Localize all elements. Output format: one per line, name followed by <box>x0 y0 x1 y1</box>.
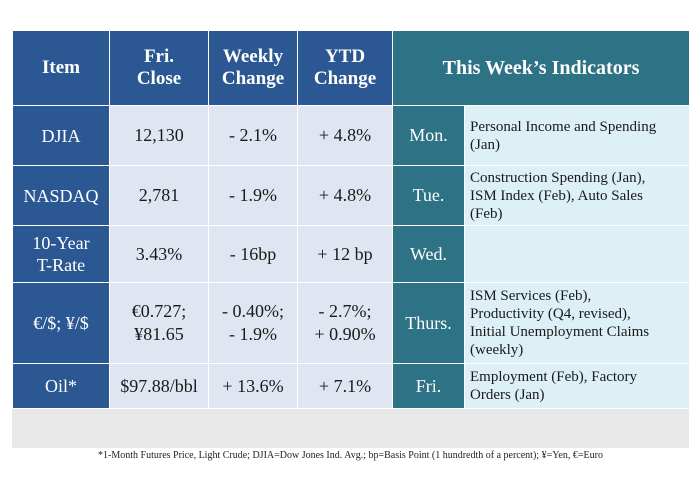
fri-close-cell: 3.43% <box>109 225 209 283</box>
fri-close-cell: €0.727; ¥81.65 <box>109 282 209 364</box>
ytd-change-cell: + 4.8% <box>297 165 393 226</box>
market-table: Item Fri. Close Weekly Change YTD Change Th… <box>12 30 691 409</box>
indicator-line: (weekly) <box>470 342 524 358</box>
indicator-line: (Feb) <box>470 205 503 222</box>
ytd-change-cell: + 12 bp <box>297 225 393 283</box>
header-weekly-change: Weekly Change <box>208 30 298 106</box>
item-cell-text: 10-Year <box>32 233 90 253</box>
item-cell: Oil* <box>12 363 110 409</box>
day-cell: Tue. <box>392 165 465 226</box>
indicators-cell: Employment (Feb), Factory Orders (Jan) <box>463 363 691 409</box>
weekly-change-cell-text: - 1.9% <box>229 185 277 205</box>
footnote: *1-Month Futures Price, Light Crude; DJI… <box>98 450 603 461</box>
market-summary-panel: Item Fri. Close Weekly Change YTD Change Th… <box>12 30 691 461</box>
fri-close-cell-text: 12,130 <box>134 125 184 145</box>
item-cell: €/$; ¥/$ <box>12 282 110 364</box>
indicators-cell <box>463 225 691 283</box>
weekly-change-cell-text: + 13.6% <box>222 375 284 396</box>
item-cell-text: T-Rate <box>36 255 86 275</box>
indicator-line: (Jan) <box>470 136 500 153</box>
day-cell: Wed. <box>392 225 465 283</box>
item-cell: NASDAQ <box>12 165 110 226</box>
indicator-line: Personal Income and Spending <box>470 118 657 135</box>
item-cell-text: NASDAQ <box>23 185 99 206</box>
table-row: Oil* $97.88/bbl + 13.6% + 7.1% Fri. Employmen… <box>12 363 691 409</box>
weekly-change-cell: - 16bp <box>208 225 298 283</box>
indicator-line: Productivity (Q4, revised), <box>470 306 631 322</box>
ytd-change-cell-text: + 4.8% <box>318 185 372 205</box>
ytd-change-cell-text: - 2.7%; <box>318 301 372 321</box>
table-row: DJIA 12,130- 2.1% + 4.8% Mon. Personal Incom… <box>12 105 691 166</box>
day-cell: Fri. <box>392 363 465 409</box>
day-cell: Mon. <box>392 105 465 166</box>
fri-close-cell-text: 2,781 <box>138 185 180 205</box>
indicator-line: Orders (Jan) <box>470 387 545 403</box>
item-cell: DJIA <box>12 105 110 166</box>
indicator-line: Employment (Feb), Factory <box>470 369 638 385</box>
fri-close-cell-text: $97.88/bbl <box>120 375 198 396</box>
header-fri-close: Fri. Close <box>109 30 209 106</box>
indicators-cell: Personal Income and Spending (Jan) <box>463 105 691 166</box>
fri-close-cell: 2,781 <box>109 165 209 226</box>
ytd-change-cell: - 2.7%; + 0.90% <box>297 282 393 364</box>
table-row: NASDAQ 2,781- 1.9% + 4.8% Tue. Construction … <box>12 165 691 226</box>
ytd-change-cell-text: + 12 bp <box>317 243 373 264</box>
header-ytd-change: YTD Change <box>297 30 393 106</box>
table-row: €/$; ¥/$ €0.727; ¥81.65 - 0.40%; - 1.9% - 2.7… <box>12 282 691 364</box>
indicators-cell: Construction Spending (Jan), ISM Index (F… <box>463 165 691 226</box>
ytd-change-cell-text: + 0.90% <box>314 324 376 344</box>
ytd-change-cell: + 7.1% <box>297 363 393 409</box>
fri-close-cell-text: 3.43% <box>135 243 183 264</box>
fri-close-cell-text: €0.727; <box>131 301 187 321</box>
weekly-change-cell: - 1.9% <box>208 165 298 226</box>
weekly-change-cell: - 0.40%; - 1.9% <box>208 282 298 364</box>
weekly-change-cell-text: - 16bp <box>229 243 277 264</box>
ytd-change-cell-text: + 4.8% <box>318 125 372 145</box>
day-cell: Thurs. <box>392 282 465 364</box>
indicator-line: ISM Index (Feb), Auto Sales <box>470 187 643 204</box>
weekly-change-cell-text: - 1.9% <box>229 324 277 344</box>
item-cell-text: €/$; ¥/$ <box>33 313 89 333</box>
weekly-change-cell: + 13.6% <box>208 363 298 409</box>
header-indicators: This Week’s Indicators <box>391 30 691 106</box>
header-item: Item <box>12 30 110 106</box>
fri-close-cell: $97.88/bbl <box>109 363 209 409</box>
indicators-cell: ISM Services (Feb), Productivity (Q4, rev… <box>463 282 691 364</box>
item-cell-text: DJIA <box>41 125 81 146</box>
item-cell: 10-Year T-Rate <box>12 225 110 283</box>
indicator-line: Construction Spending (Jan), <box>470 169 646 186</box>
fri-close-cell-text: ¥81.65 <box>134 324 184 344</box>
table-row: 10-Year T-Rate 3.43% - 16bp + 12 bp Wed. <box>12 225 691 283</box>
ytd-change-cell-text: + 7.1% <box>318 375 372 396</box>
indicator-line: Initial Unemployment Claims <box>470 324 650 340</box>
indicator-line: ISM Services (Feb), <box>470 288 592 304</box>
weekly-change-cell-text: - 2.1% <box>229 125 277 145</box>
ytd-change-cell: + 4.8% <box>297 105 393 166</box>
weekly-change-cell-text: - 0.40%; <box>222 301 284 321</box>
weekly-change-cell: - 2.1% <box>208 105 298 166</box>
item-cell-text: Oil* <box>44 376 77 396</box>
fri-close-cell: 12,130 <box>109 105 209 166</box>
